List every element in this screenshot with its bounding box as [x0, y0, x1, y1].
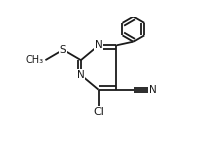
- Text: S: S: [60, 45, 67, 55]
- Text: N: N: [95, 40, 103, 50]
- Text: Cl: Cl: [93, 107, 104, 117]
- Text: N: N: [77, 70, 85, 80]
- Text: N: N: [149, 85, 157, 95]
- Text: CH₃: CH₃: [26, 55, 44, 65]
